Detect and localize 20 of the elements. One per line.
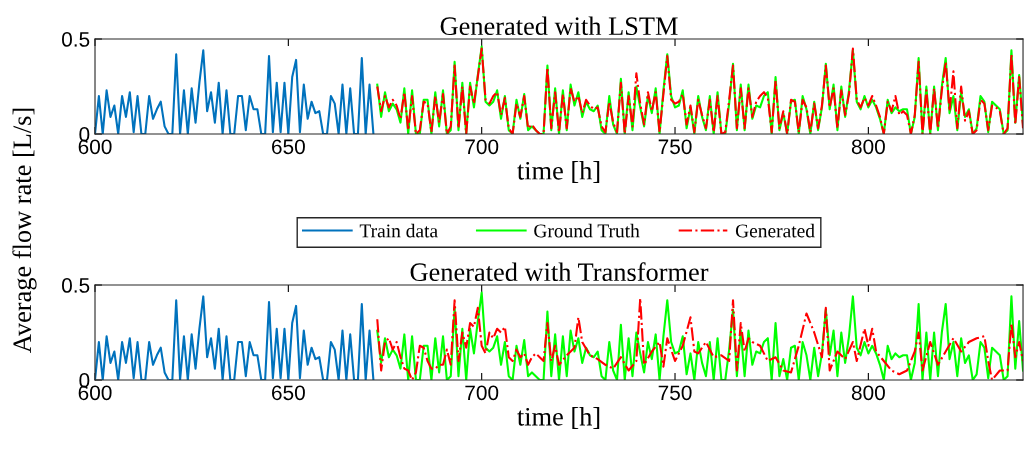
x-tick-label: 700 <box>465 139 499 155</box>
y-axis-title: Average flow rate [L/s] <box>12 108 37 353</box>
x-tick-label: 650 <box>272 385 305 401</box>
x-tick-label: 800 <box>851 139 885 155</box>
line-series <box>95 295 375 381</box>
y-tick-label: 0.5 <box>62 32 90 47</box>
chart-title: Generated with LSTM <box>440 16 678 36</box>
x-tick-label: 750 <box>658 139 692 155</box>
legend-label: Ground Truth <box>534 223 640 238</box>
x-tick-label: 650 <box>272 139 305 155</box>
x-axis-title: time [h] <box>517 161 600 183</box>
legend-label: Generated <box>735 223 815 238</box>
chart-title: Generated with Transformer <box>410 262 709 282</box>
x-tick-label: 800 <box>851 385 885 401</box>
legend-label: Train data <box>359 223 438 238</box>
x-tick-label: 700 <box>465 385 499 401</box>
line-series <box>95 49 375 134</box>
x-tick-label: 750 <box>658 385 692 401</box>
y-tick-label: 0.5 <box>62 278 90 293</box>
x-axis-title: time [h] <box>517 407 600 429</box>
